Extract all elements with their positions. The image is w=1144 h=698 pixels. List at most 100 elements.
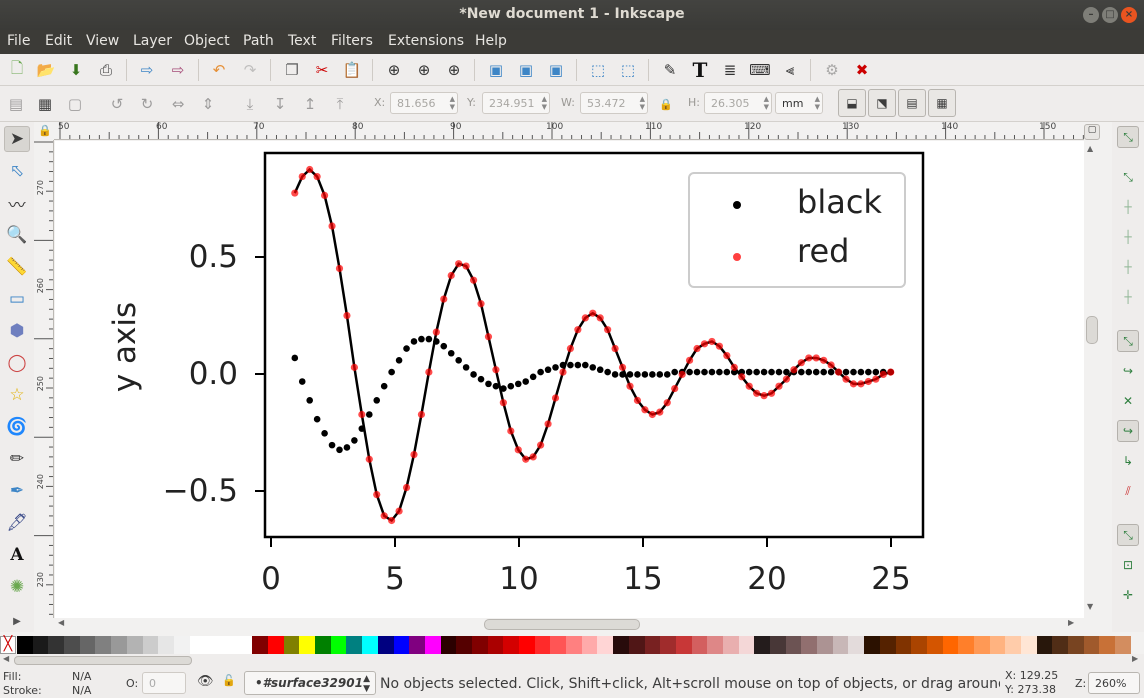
color-swatch[interactable]	[926, 636, 943, 654]
text-font-icon[interactable]: T	[692, 58, 708, 82]
snap-smooth-nodes-icon[interactable]: ↳	[1122, 454, 1134, 468]
palette-scroll-right-icon[interactable]: ▶	[1132, 654, 1139, 663]
color-swatch[interactable]	[989, 636, 1006, 654]
color-swatch[interactable]	[236, 636, 253, 654]
color-swatch[interactable]	[550, 636, 567, 654]
measure-tool-icon[interactable]: 📏	[6, 257, 28, 277]
color-swatch[interactable]	[691, 636, 708, 654]
color-swatch[interactable]	[942, 636, 959, 654]
color-swatch[interactable]	[1021, 636, 1037, 654]
color-swatch[interactable]	[393, 636, 410, 654]
color-swatch[interactable]	[817, 636, 833, 654]
fill-value[interactable]: N/A	[72, 670, 92, 683]
raise-to-top-icon[interactable]: ⤒	[336, 95, 344, 113]
align-distribute-icon[interactable]: ⫷	[785, 61, 795, 79]
color-swatch[interactable]	[581, 636, 598, 654]
color-swatch[interactable]	[1052, 636, 1069, 654]
menu-file[interactable]: File	[7, 33, 31, 49]
node-tool-icon[interactable]: ⬁	[9, 161, 25, 181]
color-swatch[interactable]	[722, 636, 739, 654]
paste-icon[interactable]: 📋	[342, 61, 362, 79]
x-field[interactable]: 81.656 ▲ ▼	[390, 92, 458, 114]
zoom-tool-icon[interactable]: 🔍	[6, 225, 28, 245]
import-icon[interactable]: ⇨	[140, 61, 154, 79]
menu-view[interactable]: View	[86, 33, 120, 49]
snap-bbox-corner-icon[interactable]: ┼	[1124, 230, 1132, 244]
deselect-icon[interactable]: ▢	[67, 95, 83, 113]
lower-icon[interactable]: ↧	[273, 95, 287, 113]
color-swatch[interactable]	[173, 636, 190, 654]
color-swatch[interactable]	[1099, 636, 1116, 654]
h-field[interactable]: 26.305 ▲ ▼	[704, 92, 772, 114]
color-swatch[interactable]	[675, 636, 692, 654]
new-document-icon[interactable]: 🗋	[10, 58, 24, 77]
color-swatch[interactable]	[440, 636, 457, 654]
ellipse-tool-icon[interactable]: ◯	[7, 353, 27, 373]
snap-cusp-nodes-icon[interactable]: ↪	[1117, 420, 1139, 442]
stroke-value[interactable]: N/A	[72, 684, 92, 697]
menu-extensions[interactable]: Extensions	[388, 33, 465, 49]
color-swatch[interactable]	[1083, 636, 1100, 654]
snap-path-icon[interactable]: ↪	[1122, 364, 1134, 378]
color-swatch[interactable]	[64, 636, 80, 654]
palette-scrollbar[interactable]: ◀ ▶	[0, 654, 1144, 668]
rectangle-tool-icon[interactable]: ▭	[8, 289, 26, 309]
color-swatch[interactable]	[487, 636, 504, 654]
vertical-scroll-thumb[interactable]	[1086, 316, 1098, 344]
open-icon[interactable]: 📂	[36, 61, 56, 79]
snap-bbox-midpoint-icon[interactable]: ┼	[1124, 260, 1132, 274]
document-properties-icon[interactable]: ✖	[855, 61, 869, 79]
select-all-icon[interactable]: ▤	[8, 95, 24, 113]
y-field[interactable]: 234.951 ▲ ▼	[482, 92, 550, 114]
cut-icon[interactable]: ✂	[315, 61, 329, 79]
selector-tool-icon[interactable]: ➤	[4, 126, 30, 152]
color-swatch[interactable]	[158, 636, 174, 654]
color-swatch[interactable]	[126, 636, 143, 654]
color-swatch[interactable]	[330, 636, 347, 654]
snap-enable-icon[interactable]: ⤡	[1117, 126, 1139, 148]
ungroup-icon[interactable]: ⬚	[620, 61, 636, 79]
color-swatch[interactable]	[754, 636, 770, 654]
menu-text[interactable]: Text	[288, 33, 317, 49]
unit-select[interactable]: mm ▲ ▼	[775, 92, 823, 114]
clone-icon[interactable]: ▣	[488, 61, 504, 79]
snap-object-center-icon[interactable]: ⊡	[1122, 558, 1134, 572]
preferences-icon[interactable]: ⚙	[825, 61, 839, 79]
unlink-clone-icon[interactable]: ▣	[518, 61, 534, 79]
color-swatch[interactable]	[738, 636, 755, 654]
transform-gradients-toggle[interactable]: ▤	[898, 89, 926, 117]
color-swatch[interactable]	[770, 636, 786, 654]
snap-rotation-center-icon[interactable]: ✛	[1122, 588, 1134, 602]
lock-ratio-icon[interactable]: 🔒	[659, 97, 673, 111]
print-icon[interactable]: ⎙	[99, 61, 112, 79]
save-icon[interactable]: ⬇	[69, 61, 83, 79]
color-swatch[interactable]	[644, 636, 661, 654]
color-swatch[interactable]	[79, 636, 96, 654]
zoom-drawing-icon[interactable]: ⊕	[417, 61, 431, 79]
color-swatch[interactable]	[628, 636, 645, 654]
select-original-icon[interactable]: ▣	[548, 61, 564, 79]
lower-to-bottom-icon[interactable]: ⤓	[246, 95, 254, 113]
scale-corners-toggle[interactable]: ⬔	[868, 89, 896, 117]
opacity-field[interactable]: 0	[142, 672, 186, 694]
color-swatch[interactable]	[519, 636, 535, 654]
color-swatch[interactable]	[142, 636, 159, 654]
color-swatch[interactable]	[471, 636, 488, 654]
snap-bbox-center-icon[interactable]: ┼	[1124, 290, 1132, 304]
color-swatch[interactable]	[377, 636, 394, 654]
color-swatch[interactable]	[189, 636, 206, 654]
more-tools-icon[interactable]: ▶	[13, 615, 21, 627]
scroll-up-icon[interactable]: ▲	[1087, 144, 1094, 153]
transform-patterns-toggle[interactable]: ▦	[928, 89, 956, 117]
color-swatch[interactable]	[864, 636, 880, 654]
tweak-tool-icon[interactable]: 〰	[8, 195, 26, 216]
spiral-tool-icon[interactable]: 🌀	[6, 417, 28, 437]
color-swatch[interactable]	[1068, 636, 1084, 654]
color-swatch[interactable]	[283, 636, 300, 654]
3d-box-tool-icon[interactable]: ⬢	[9, 321, 25, 341]
scroll-left-icon[interactable]: ◀	[58, 618, 65, 627]
pencil-tool-icon[interactable]: ✏	[9, 449, 25, 469]
flip-horizontal-icon[interactable]: ⇔	[171, 95, 185, 113]
spray-tool-icon[interactable]: ✺	[9, 577, 25, 597]
fill-stroke-icon[interactable]: ✎	[663, 61, 677, 79]
